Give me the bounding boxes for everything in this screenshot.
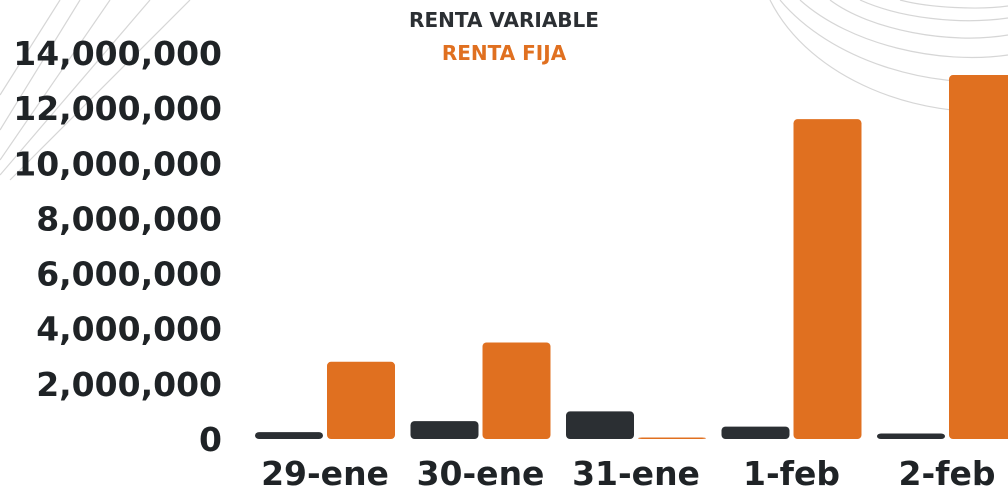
y-tick-label: 6,000,000: [36, 255, 222, 294]
legend-label-renta-fija: RENTA FIJA: [442, 41, 567, 65]
bar-31-ene-renta-fija: [638, 437, 706, 439]
bar-30-ene-renta-variable: [410, 421, 479, 439]
y-tick-label: 12,000,000: [13, 89, 222, 128]
bars: [255, 75, 1008, 440]
y-tick-label: 0: [199, 420, 222, 459]
y-tick-label: 10,000,000: [13, 144, 222, 183]
y-tick-label: 2,000,000: [36, 365, 222, 404]
x-tick-label: 1-feb: [743, 454, 840, 493]
bar-2-feb-renta-variable: [877, 433, 945, 439]
x-tick-label: 2-feb: [898, 454, 995, 493]
bar-1-feb-renta-variable: [721, 426, 790, 439]
legend: RENTA VARIABLE RENTA FIJA: [409, 8, 599, 65]
x-axis: 29-ene 30-ene 31-ene 1-feb 2-feb: [261, 454, 995, 493]
y-tick-label: 14,000,000: [13, 34, 222, 73]
bar-1-feb-renta-fija: [793, 119, 862, 440]
y-axis: 0 2,000,000 4,000,000 6,000,000 8,000,000 10,…: [13, 34, 222, 459]
bar-31-ene-renta-variable: [566, 411, 634, 439]
bar-29-ene-renta-fija: [327, 361, 395, 439]
x-tick-label: 29-ene: [261, 454, 389, 493]
x-tick-label: 30-ene: [417, 454, 545, 493]
legend-label-renta-variable: RENTA VARIABLE: [409, 8, 599, 32]
bar-30-ene-renta-fija: [482, 342, 551, 439]
y-tick-label: 8,000,000: [36, 199, 222, 238]
bar-2-feb-renta-fija: [949, 75, 1008, 439]
background-decoration: [0, 0, 1008, 181]
x-tick-label: 31-ene: [572, 454, 700, 493]
bar-29-ene-renta-variable: [255, 432, 323, 439]
y-tick-label: 4,000,000: [36, 310, 222, 349]
